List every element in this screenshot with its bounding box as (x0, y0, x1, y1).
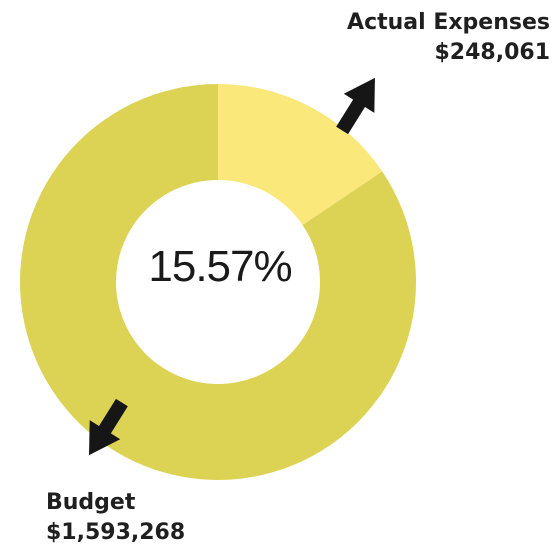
center-percentage: 15.57% (148, 242, 292, 291)
budget-value: $1,593,268 (46, 520, 186, 545)
actual-expenses-label-group: Actual Expenses $248,061 (300, 8, 550, 68)
budget-label: Budget (46, 490, 136, 515)
arrow-up-icon (336, 77, 375, 135)
actual-expenses-label: Actual Expenses (347, 10, 550, 35)
budget-label-group: Budget $1,593,268 (46, 488, 286, 548)
actual-expenses-value: $248,061 (434, 40, 550, 65)
donut-hole (116, 180, 320, 384)
arrow-down-icon (89, 398, 128, 456)
